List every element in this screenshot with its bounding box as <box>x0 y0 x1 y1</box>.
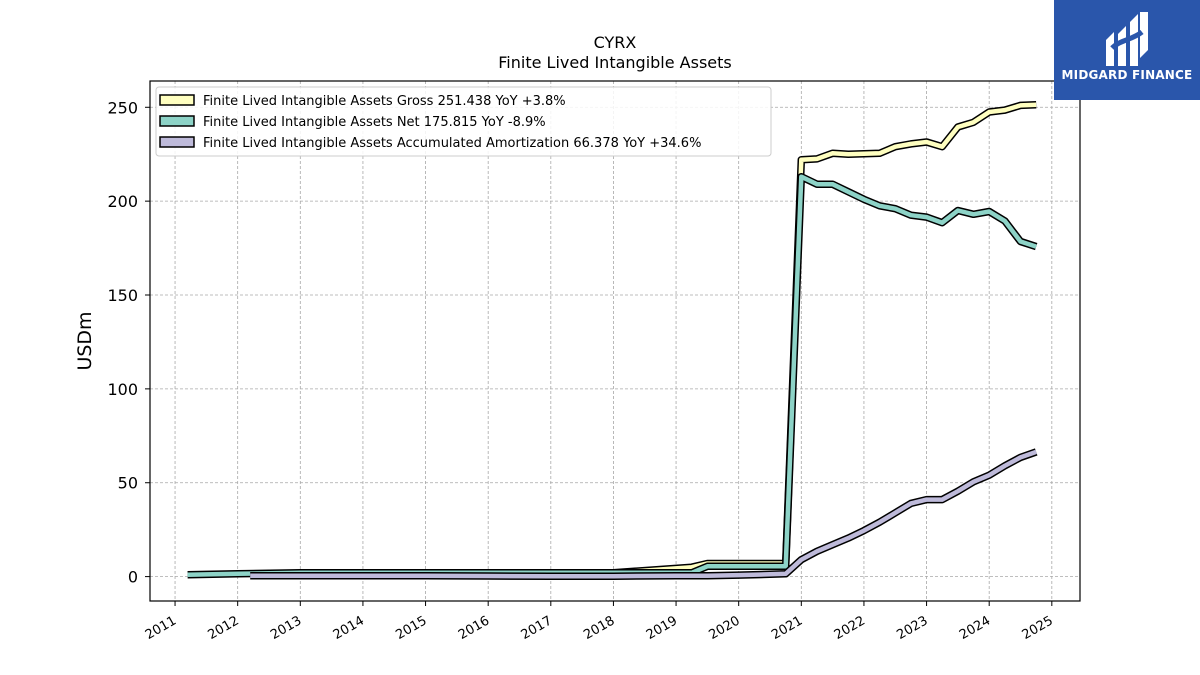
legend-entry-label: Finite Lived Intangible Assets Net 175.8… <box>203 115 546 130</box>
y-tick-label: 150 <box>107 286 138 305</box>
x-tick-label: 2024 <box>957 613 993 643</box>
series-line-outline-1 <box>187 172 1038 579</box>
midgard-logo-icon <box>1106 12 1148 66</box>
brand-logo: MIDGARD FINANCE <box>1054 0 1200 100</box>
y-tick-label: 250 <box>107 98 138 117</box>
legend-swatch <box>159 115 195 127</box>
y-axis-ticks: 0 50 100 150 200 250 <box>107 98 150 587</box>
x-tick-label: 2020 <box>707 613 743 643</box>
y-tick-label: 0 <box>128 568 138 587</box>
x-tick-label: 2021 <box>769 613 805 643</box>
x-tick-label: 2016 <box>456 613 492 643</box>
x-tick-label: 2012 <box>206 613 242 643</box>
y-tick-label: 200 <box>107 192 138 211</box>
legend-box <box>155 86 772 157</box>
x-tick-label: 2015 <box>393 613 429 643</box>
legend-entry-label: Finite Lived Intangible Assets Accumulat… <box>203 136 701 151</box>
series-line-1 <box>187 174 1037 577</box>
y-axis-label: USDm <box>74 311 96 370</box>
y-tick-label: 100 <box>107 380 138 399</box>
y-tick-label: 50 <box>118 474 138 493</box>
chart-title: CYRX <box>594 33 637 52</box>
x-tick-label: 2017 <box>519 613 555 643</box>
x-tick-label: 2023 <box>894 613 930 643</box>
chart-subtitle: Finite Lived Intangible Assets <box>498 53 731 72</box>
series-line-outline-2 <box>250 448 1038 580</box>
legend-swatch <box>159 136 195 148</box>
x-tick-label: 2013 <box>268 613 304 643</box>
x-tick-label: 2011 <box>143 613 179 643</box>
grid <box>150 81 1080 601</box>
x-axis-ticks: 2011 2012 2013 2014 2015 2016 2017 2018 2019 2020… <box>143 601 1056 643</box>
legend: Finite Lived Intangible Assets Gross 251… <box>155 86 772 157</box>
x-tick-label: 2022 <box>832 613 868 643</box>
legend-entry-label: Finite Lived Intangible Assets Gross 251… <box>203 94 566 109</box>
legend-swatch <box>159 94 195 106</box>
series-line-outline-0 <box>613 100 1037 577</box>
x-tick-label: 2018 <box>581 613 617 643</box>
x-tick-label: 2014 <box>331 613 367 643</box>
x-tick-label: 2019 <box>644 613 680 643</box>
series-line-0 <box>613 102 1037 576</box>
series-line-2 <box>250 449 1037 579</box>
series-lines <box>187 100 1038 580</box>
x-tick-label: 2025 <box>1020 613 1056 643</box>
brand-name: MIDGARD FINANCE <box>1061 68 1193 82</box>
plot-frame <box>149 80 1081 602</box>
